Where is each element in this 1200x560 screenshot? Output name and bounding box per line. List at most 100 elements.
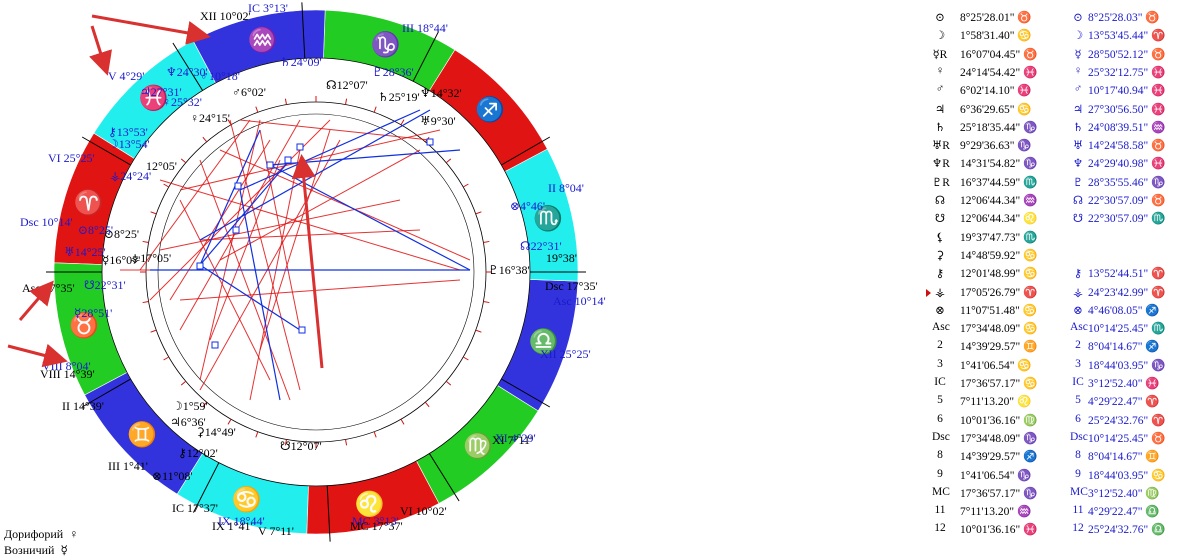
transit-position: 13°52'44.51" ♈ (1088, 268, 1166, 281)
table-row: MC 17°36'57.17" ♑ MC 3°12'52.40" ♍ (932, 486, 1200, 503)
natal-position: 19°37'47.73" ♏ (960, 231, 1038, 244)
virgo-icon: ♍ (463, 432, 493, 460)
natal-planet-label: ☋12°07' (280, 439, 322, 453)
aspect-lines (120, 109, 471, 401)
arrow-to-center (291, 154, 324, 369)
scorpio-icon: ♏ (533, 204, 563, 232)
table-row: 9 1°41'06.54" ♑ 9 18°44'03.95" ♋ (932, 468, 1200, 485)
footer-row: Возничий ☿ (4, 542, 78, 558)
aspect-node (234, 182, 242, 190)
natal-position: 16°07'04.45" ♉ (960, 48, 1038, 61)
mercury-icon: ☿ (60, 543, 68, 557)
annotation-arrows (7, 14, 324, 369)
natal-position: 14°48'59.92" ♋ (960, 249, 1038, 262)
transit-cusp-label: II 8°04' (548, 181, 584, 195)
table-row: ♂ 6°02'14.10" ♓ ♂ 10°17'40.94" ♓ (932, 83, 1200, 100)
house-cusp-ticks (46, 2, 586, 542)
natal-planet-label: ♀24°15' (190, 111, 230, 125)
footer-row: Дорифорий ♀ (4, 526, 78, 542)
natal-planet-label: ♂6°02' (232, 85, 266, 99)
natal-position: 6°02'14.10" ♓ (960, 85, 1032, 98)
footer-label: Дорифорий (4, 527, 64, 541)
natal-position: 10°01'36.16" ♍ (960, 414, 1038, 427)
degree-tick (475, 329, 482, 333)
natal-planet-label: ♆14°32' (420, 86, 462, 100)
transit-symbol: 12 (1072, 522, 1084, 535)
table-row: ⊗ 11°07'51.48" ♋ ⊗ 4°46'08.05" ♐ (932, 303, 1200, 320)
aspect-line-hard (249, 149, 301, 401)
aspect-node (232, 226, 240, 234)
natal-symbol: ☽ (934, 30, 946, 43)
table-row: ♇R 16°37'44.59" ♏ ♇ 28°35'55.46" ♑ (932, 175, 1200, 192)
natal-planet-label: ☽1°59' (172, 399, 208, 413)
natal-cusp-line (81, 136, 131, 166)
transit-symbol: ⊙ (1073, 12, 1083, 24)
natal-cusp-line (326, 485, 331, 542)
degree-tick (483, 240, 490, 243)
natal-symbol: ☿R (932, 48, 948, 61)
outer-house-circle (101, 57, 531, 487)
degree-tick (345, 98, 348, 105)
degree-tick (284, 98, 287, 105)
natal-planet-label: ☊12°07' (326, 78, 368, 92)
transit-position: 24°23'42.99" ♈ (1088, 286, 1166, 299)
transit-cusp-label: V 4°29' (108, 69, 144, 83)
table-row: ♄ 25°18'35.44" ♑ ♄ 24°08'39.51" ♒ (932, 120, 1200, 137)
transit-planet-label: ☋22°31' (84, 278, 126, 292)
transit-position: 10°14'25.45" ♏ (1088, 323, 1166, 336)
transit-symbol: 3 (1075, 357, 1081, 370)
table-row: ☿R 16°07'04.45" ♉ ☿ 28°50'52.12" ♉ (932, 47, 1200, 64)
aspect-line-hard (179, 119, 301, 331)
arrow-to-asc (18, 280, 54, 321)
transit-cusp-label: Dsc 10°14' (20, 215, 73, 229)
transit-cusp-label: Asc 10°14' (553, 294, 606, 308)
transit-symbol: MC (1070, 485, 1088, 498)
degree-tick (424, 401, 430, 408)
natal-symbol: Asc (932, 321, 950, 334)
natal-symbol: 11 (934, 504, 946, 517)
transit-symbol: ⊗ (1073, 304, 1083, 317)
transit-cusp-label: VI 25°25' (48, 151, 95, 165)
natal-symbol: ♀ (935, 64, 945, 77)
aspect-line-soft (199, 109, 431, 241)
natal-symbol: ⚸ (935, 231, 945, 244)
natal-planet-label: ♃6°36' (170, 415, 206, 429)
natal-symbol: MC (932, 485, 950, 498)
table-row: 5 7°11'13.20" ♌ 5 4°29'22.47" ♈ (932, 394, 1200, 411)
natal-position: 12°06'44.34" ♒ (960, 195, 1038, 207)
natal-position: 25°18'35.44" ♑ (960, 121, 1038, 134)
aspect-line-hard (159, 179, 461, 271)
aspect-line-soft (239, 189, 281, 401)
natal-position: 14°39'29.57" ♊ (960, 341, 1038, 354)
degree-tick (255, 106, 259, 113)
aspect-line-hard (209, 159, 281, 341)
natal-planet-label: ⚳14°49' (196, 425, 236, 439)
natal-symbol: ☋ (934, 213, 946, 226)
row-marker-icon (926, 288, 931, 297)
transit-cusp-label: III 18°44' (402, 21, 448, 35)
transit-symbol: IC (1072, 376, 1084, 388)
natal-position: 10°01'36.16" ♓ (960, 524, 1038, 537)
degree-tick (483, 301, 490, 304)
table-row: Asc 17°34'48.09" ♋ Asc 10°14'25.45" ♏ (932, 321, 1200, 338)
aspect-line-hard (159, 199, 401, 251)
aspect-line-hard (259, 129, 331, 351)
natal-planet-label: ♅9°30' (420, 114, 456, 128)
table-row: 2 14°39'29.57" ♊ 2 8°04'14.67" ♐ (932, 339, 1200, 356)
natal-position: 16°37'44.59" ♏ (960, 176, 1038, 189)
natal-position: 6°36'29.65" ♋ (960, 103, 1032, 116)
arrow-to-viii-cusp (7, 343, 68, 368)
transit-position: 8°25'28.03" ♉ (1088, 12, 1160, 24)
transit-symbol: ♇ (1072, 176, 1084, 189)
aspect-node (211, 341, 219, 349)
degree-tick (142, 301, 149, 304)
natal-symbol: Dsc (932, 430, 950, 443)
natal-cusp-label: IX 1°41' (212, 519, 253, 533)
natal-position: 14°31'54.82" ♑ (960, 158, 1038, 171)
natal-cusp-label: MC 17°37' (350, 519, 403, 533)
natal-position: 17°34'48.09" ♑ (960, 432, 1038, 445)
transit-symbol: ⚶ (1073, 286, 1083, 299)
natal-symbol: ⊗ (935, 304, 945, 317)
degree-tick (373, 106, 377, 113)
degree-tick (462, 356, 469, 361)
